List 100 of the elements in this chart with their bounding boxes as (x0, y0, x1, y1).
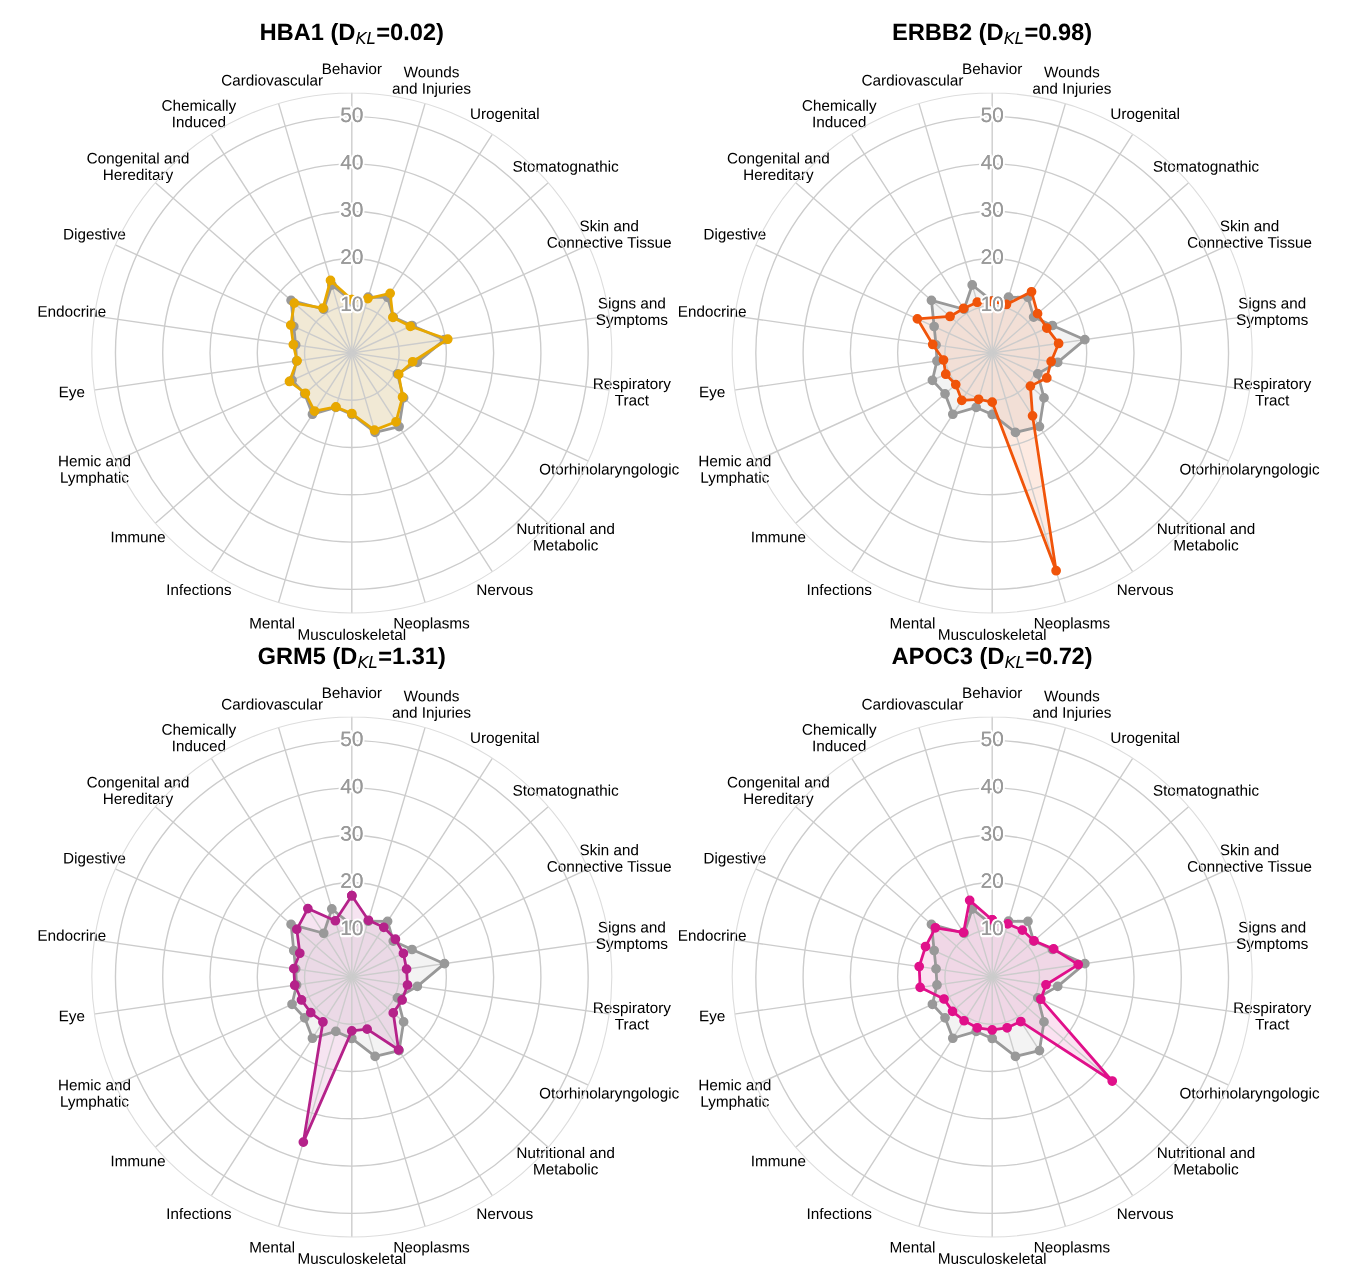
spoke-label: Hemic and Lymphatic (59, 455, 130, 486)
y-tick-label: 20 (341, 249, 363, 265)
spoke-label: Mental (890, 617, 935, 629)
spoke-label: Cardiovascular (221, 698, 323, 710)
chart-title: HBA1 (D$_{KL}$=0.02) (261, 22, 443, 45)
spoke-label: Nervous (1117, 1208, 1174, 1220)
y-tick-label: 30 (341, 202, 363, 217)
spoke-label: Digestive (704, 852, 766, 867)
spoke-label: Cardiovascular (862, 698, 964, 710)
spoke-label: Mental (250, 617, 295, 629)
spoke-label: Skin and Connective Tissue (1187, 220, 1312, 248)
y-tick-label: 30 (981, 826, 1003, 841)
spoke-label: Hemic and Lymphatic (699, 455, 771, 486)
y-tick-label: 10 (982, 296, 1003, 312)
spoke-label: Otorhinolaryngologic (539, 463, 679, 478)
spoke-label: Otorhinolaryngologic (539, 1087, 679, 1102)
spoke-label: Nutritional and Metabolic (1158, 1146, 1255, 1175)
spoke-label: Congenital and Hereditary (87, 152, 189, 184)
spoke-label: Hemic and Lymphatic (699, 1079, 771, 1110)
spoke-label: Nutritional and Metabolic (1158, 522, 1255, 551)
spoke-label: Signs and Symptoms (1236, 297, 1308, 329)
spoke-label: Nutritional and Metabolic (517, 522, 614, 551)
spoke-label: Respiratory Tract (1234, 1001, 1312, 1030)
spoke-label: Behavior (963, 62, 1023, 75)
spoke-label: Stomatognathic (1153, 784, 1259, 799)
spoke-label: Congenital and Hereditary (727, 776, 829, 808)
spoke-label: Nutritional and Metabolic (517, 1146, 614, 1175)
spoke-label: Wounds and Injuries (1033, 66, 1111, 97)
spoke-label: Mental (890, 1241, 935, 1253)
spoke-label: Immune (752, 531, 806, 543)
spoke-label: Congenital and Hereditary (727, 152, 829, 184)
y-tick-label: 40 (340, 778, 363, 794)
spoke-label: Endocrine (679, 305, 746, 317)
chart-title: APOC3 (D$_{KL}$=0.72) (892, 646, 1092, 669)
spoke-label: Immune (111, 1155, 165, 1167)
spoke-label: Urogenital (1111, 107, 1179, 123)
spoke-label: Eye (59, 1010, 85, 1025)
spoke-label: Endocrine (679, 929, 746, 941)
spoke-label: Infections (167, 1207, 232, 1220)
spoke-label: Wounds and Injuries (392, 690, 471, 721)
spoke-label: Stomatognathic (1153, 160, 1259, 175)
y-tick-label: 50 (981, 107, 1003, 123)
spoke-label: Signs and Symptoms (596, 921, 668, 953)
spoke-label: Immune (111, 531, 165, 543)
y-tick-label: 40 (981, 154, 1003, 170)
spoke-label: Otorhinolaryngologic (1180, 463, 1320, 478)
spoke-label: Respiratory Tract (594, 377, 671, 406)
spoke-label: Eye (700, 386, 725, 401)
spoke-label: Cardiovascular (221, 74, 323, 86)
spoke-label: Immune (752, 1155, 806, 1167)
spoke-label: Eye (700, 1010, 725, 1025)
spoke-label: Chemically Induced (802, 99, 877, 128)
spoke-label: Wounds and Injuries (392, 66, 471, 97)
spoke-label: Skin and Connective Tissue (547, 220, 671, 248)
spoke-label: Otorhinolaryngologic (1180, 1087, 1320, 1102)
spoke-label: Endocrine (38, 929, 106, 941)
spoke-label: Digestive (704, 228, 766, 243)
spoke-label: Urogenital (1111, 731, 1179, 747)
spoke-label: Infections (807, 583, 872, 596)
spoke-label: Stomatognathic (513, 784, 619, 799)
spoke-label: Infections (167, 583, 232, 596)
spoke-label: Signs and Symptoms (1236, 921, 1308, 953)
spoke-label: Skin and Connective Tissue (1187, 844, 1312, 872)
spoke-label: Hemic and Lymphatic (59, 1079, 130, 1110)
y-tick-label: 20 (341, 873, 363, 889)
spoke-label: Urogenital (471, 107, 539, 123)
spoke-label: Digestive (64, 852, 126, 867)
spoke-label: Respiratory Tract (594, 1001, 671, 1030)
y-tick-label: 40 (340, 154, 363, 170)
y-tick-label: 20 (981, 873, 1003, 889)
spoke-label: Behavior (322, 62, 382, 75)
spoke-label: Chemically Induced (802, 723, 877, 752)
spoke-label: Endocrine (38, 305, 106, 317)
spoke-label: Eye (59, 386, 85, 401)
y-tick-label: 50 (341, 731, 363, 747)
spoke-label: Digestive (64, 228, 126, 243)
y-tick-label: 30 (981, 202, 1003, 217)
chart-title: ERBB2 (D$_{KL}$=0.98) (893, 22, 1091, 45)
spoke-label: Behavior (322, 686, 382, 699)
spoke-label: Behavior (963, 686, 1023, 699)
spoke-label: Chemically Induced (162, 723, 237, 752)
spoke-label: Wounds and Injuries (1033, 690, 1111, 721)
spoke-label: Mental (250, 1241, 295, 1253)
spoke-label: Signs and Symptoms (596, 297, 668, 329)
spoke-label: Infections (807, 1207, 872, 1220)
spoke-label: Nervous (477, 1208, 533, 1220)
y-tick-label: 40 (981, 778, 1003, 794)
y-tick-label: 50 (341, 107, 363, 123)
spoke-label: Nervous (477, 584, 533, 596)
spoke-label: Congenital and Hereditary (87, 776, 189, 808)
spoke-label: Skin and Connective Tissue (547, 844, 671, 872)
chart-title: GRM5 (D$_{KL}$=1.31) (258, 646, 445, 669)
y-tick-label: 50 (981, 731, 1003, 747)
spoke-label: Stomatognathic (513, 160, 619, 175)
spoke-label: Urogenital (471, 731, 539, 747)
spoke-label: Cardiovascular (862, 74, 964, 86)
spoke-label: Nervous (1117, 584, 1174, 596)
spoke-label: Chemically Induced (162, 99, 237, 128)
y-tick-label: 30 (341, 826, 363, 841)
spoke-label: Respiratory Tract (1234, 377, 1312, 406)
